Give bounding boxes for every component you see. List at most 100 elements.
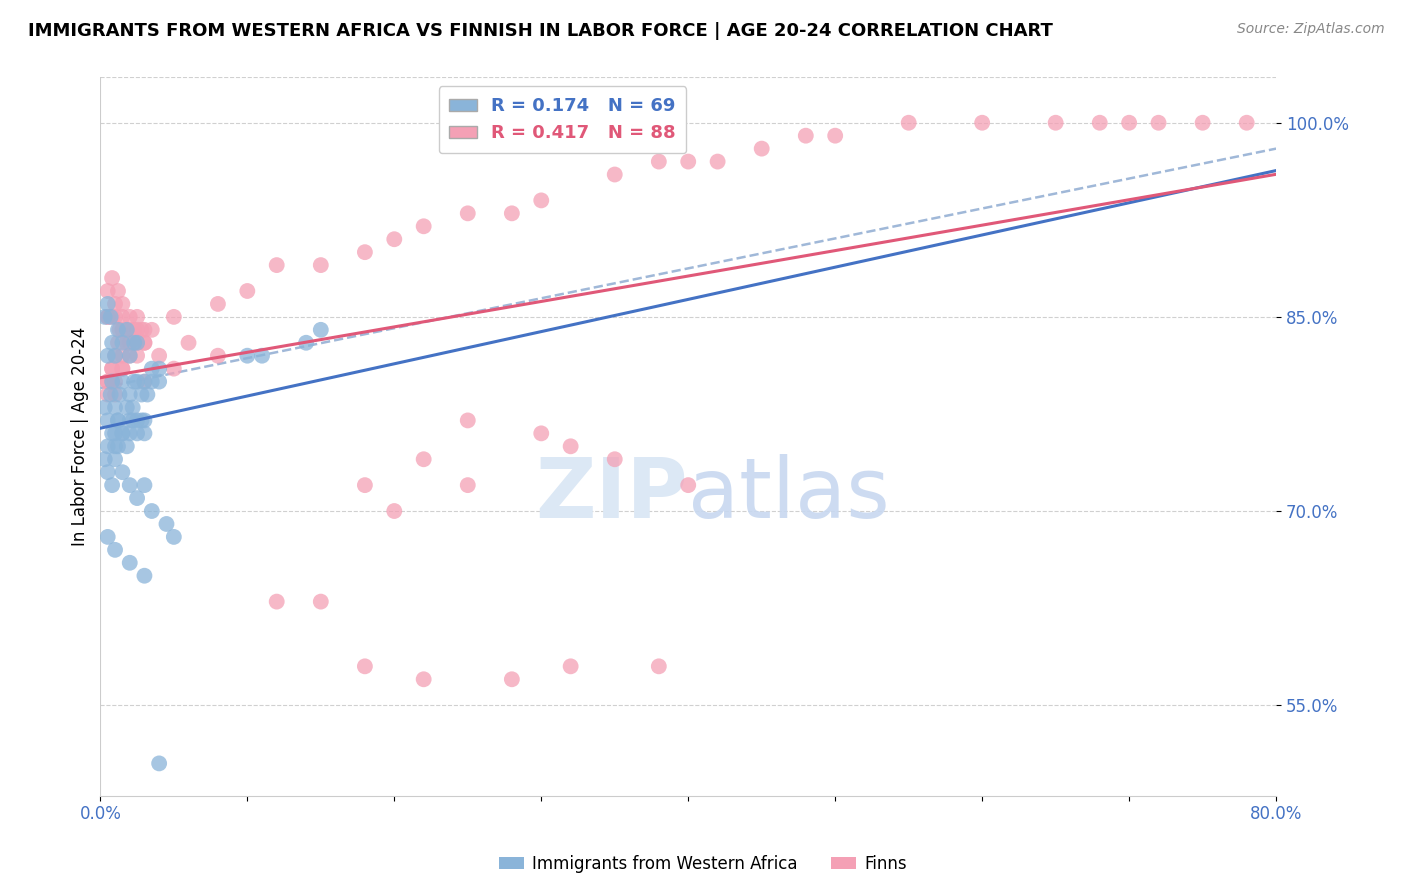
- Point: [501, 206, 523, 220]
- Point: [97, 297, 120, 311]
- Point: [134, 568, 156, 582]
- Text: Source: ZipAtlas.com: Source: ZipAtlas.com: [1237, 22, 1385, 37]
- Point: [530, 426, 553, 441]
- Point: [101, 478, 124, 492]
- Point: [794, 128, 817, 143]
- Point: [104, 452, 127, 467]
- Legend: R = 0.174   N = 69, R = 0.417   N = 88: R = 0.174 N = 69, R = 0.417 N = 88: [439, 87, 686, 153]
- Point: [108, 387, 131, 401]
- Point: [897, 116, 920, 130]
- Point: [207, 297, 229, 311]
- Point: [97, 375, 120, 389]
- Point: [97, 375, 120, 389]
- Point: [134, 426, 156, 441]
- Point: [131, 413, 153, 427]
- Point: [1236, 116, 1258, 130]
- Point: [134, 375, 156, 389]
- Point: [131, 323, 153, 337]
- Point: [148, 349, 170, 363]
- Point: [101, 426, 124, 441]
- Point: [134, 375, 156, 389]
- Point: [104, 387, 127, 401]
- Point: [101, 375, 124, 389]
- Point: [134, 413, 156, 427]
- Point: [134, 335, 156, 350]
- Point: [127, 323, 149, 337]
- Point: [295, 335, 318, 350]
- Point: [118, 335, 141, 350]
- Point: [141, 361, 163, 376]
- Point: [163, 361, 186, 376]
- Point: [118, 387, 141, 401]
- Point: [134, 478, 156, 492]
- Point: [118, 556, 141, 570]
- Point: [118, 349, 141, 363]
- Point: [530, 194, 553, 208]
- Point: [111, 465, 134, 479]
- Point: [250, 349, 273, 363]
- Point: [309, 594, 332, 608]
- Point: [111, 297, 134, 311]
- Point: [603, 452, 626, 467]
- Point: [676, 154, 699, 169]
- Point: [972, 116, 994, 130]
- Point: [457, 206, 479, 220]
- Point: [104, 349, 127, 363]
- Point: [111, 426, 134, 441]
- Point: [107, 284, 129, 298]
- Point: [236, 349, 259, 363]
- Point: [121, 413, 143, 427]
- Point: [1088, 116, 1111, 130]
- Point: [101, 361, 124, 376]
- Point: [118, 349, 141, 363]
- Point: [457, 478, 479, 492]
- Point: [101, 271, 124, 285]
- Point: [104, 542, 127, 557]
- Point: [127, 413, 149, 427]
- Point: [97, 349, 120, 363]
- Point: [118, 310, 141, 324]
- Point: [412, 673, 434, 687]
- Point: [97, 310, 120, 324]
- Point: [155, 516, 177, 531]
- Point: [457, 413, 479, 427]
- Point: [121, 401, 143, 415]
- Point: [104, 426, 127, 441]
- Point: [501, 673, 523, 687]
- Point: [97, 465, 120, 479]
- Point: [104, 310, 127, 324]
- Point: [107, 413, 129, 427]
- Point: [127, 335, 149, 350]
- Point: [97, 530, 120, 544]
- Point: [382, 504, 405, 518]
- Point: [100, 310, 122, 324]
- Point: [141, 375, 163, 389]
- Point: [603, 168, 626, 182]
- Legend: Immigrants from Western Africa, Finns: Immigrants from Western Africa, Finns: [492, 848, 914, 880]
- Point: [101, 310, 124, 324]
- Point: [127, 375, 149, 389]
- Point: [108, 323, 131, 337]
- Point: [134, 335, 156, 350]
- Point: [118, 426, 141, 441]
- Point: [134, 323, 156, 337]
- Point: [354, 478, 377, 492]
- Point: [148, 756, 170, 771]
- Point: [97, 439, 120, 453]
- Point: [236, 284, 259, 298]
- Point: [676, 478, 699, 492]
- Point: [94, 401, 117, 415]
- Point: [1045, 116, 1067, 130]
- Point: [111, 310, 134, 324]
- Point: [118, 335, 141, 350]
- Point: [97, 413, 120, 427]
- Point: [111, 335, 134, 350]
- Point: [104, 375, 127, 389]
- Point: [104, 401, 127, 415]
- Point: [107, 323, 129, 337]
- Point: [309, 323, 332, 337]
- Point: [824, 128, 846, 143]
- Point: [127, 426, 149, 441]
- Point: [412, 452, 434, 467]
- Point: [127, 349, 149, 363]
